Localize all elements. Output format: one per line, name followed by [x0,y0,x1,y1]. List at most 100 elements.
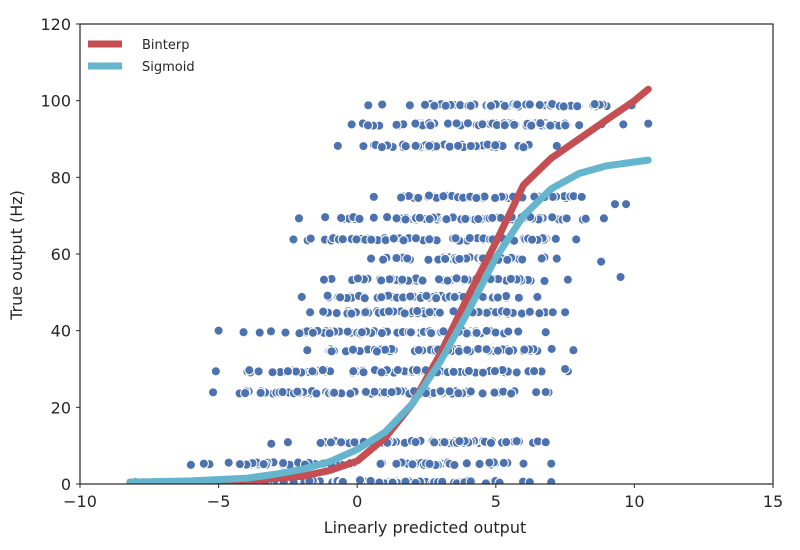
scatter-point [282,437,294,448]
scatter-point [315,437,326,449]
scatter-point [424,306,435,318]
scatter-point [387,477,398,484]
scatter-point [318,306,329,317]
scatter-point [360,307,371,318]
scatter-point [511,436,522,447]
scatter-point [643,118,654,129]
scatter-point [348,366,359,377]
scatter-point [277,386,288,398]
scatter-point [618,119,629,130]
scatter-point [421,290,432,302]
plot-frame [79,23,774,485]
scatter-point [234,458,246,470]
plot-area: −10 −5 0 5 10 15 0 20 40 60 80 100 120 Binterp Sigmoid [40,15,783,511]
scatter-point [524,99,535,110]
scatter-point [376,275,387,286]
scatter-point [513,326,524,337]
scatter-point [365,475,376,484]
scatter-point [302,345,313,356]
scatter-point [431,293,442,304]
scatter-point [213,325,224,336]
scatter-point [365,253,377,264]
scatter-point [571,234,582,245]
scatter-point [433,274,445,285]
scatter-point [412,305,423,317]
scatter-point [244,365,255,376]
scatter-point [360,386,372,398]
scatter-point [280,327,291,338]
scatter-point [347,344,359,355]
scatter-point [509,119,520,131]
scatter-point [337,234,348,245]
scatter-point [463,365,474,377]
scatter-point [454,436,465,447]
scatter-point [397,274,408,285]
scatter-point [505,273,517,285]
scatter-point [328,387,340,398]
scatter-point [517,254,528,265]
scatter-point [572,101,583,112]
scatter-point [423,190,435,201]
scatter-point [337,476,348,484]
scatter-point [609,199,621,210]
series-line-sigmoid [126,156,652,484]
scatter-point [359,293,370,304]
scatter-point [351,234,362,245]
scatter-point [489,192,501,204]
scatter-point [449,459,460,471]
scatter-point [376,367,387,378]
scatter-point [277,457,289,469]
scatter-point [405,291,416,302]
scatter-point [413,192,424,204]
scatter-point [325,437,337,448]
scatter-point [410,118,421,129]
scatter-point [540,327,551,338]
scatter-point [366,234,377,245]
scatter-point [307,327,319,338]
y-tick-label: 20 [51,398,71,417]
scatter-point [518,458,529,469]
scatter-point [304,307,316,318]
scatter-point [465,100,476,111]
scatter-point [368,212,379,223]
scatter-point [402,253,413,264]
scatter-point [547,307,558,318]
scatter-point [462,118,474,129]
scatter-point [559,363,571,375]
scatter-point [528,366,540,377]
legend-label-sigmoid: Sigmoid [142,60,195,75]
scatter-point [207,387,219,398]
scatter-point [380,235,391,246]
scatter-point [465,140,476,152]
scatter-point [492,292,503,303]
scatter-point [384,274,395,285]
scatter-point [451,118,462,129]
y-tick-label: 60 [51,245,71,264]
x-tick-label: −10 [63,492,97,511]
scatter-point [410,140,421,151]
scatter-point [331,307,342,319]
legend: Binterp Sigmoid [88,38,195,75]
scatter-point [471,327,482,339]
scatter-point [288,234,299,245]
scatter-point [481,344,492,355]
scatter-point [435,385,446,397]
scatter-point [454,253,465,265]
scatter-point [465,476,476,484]
scatter-point [413,344,424,356]
scatter-point [392,364,403,376]
scatter-point [502,254,513,265]
scatter-point [368,191,379,203]
scatter-point [317,364,328,376]
scatter-point [444,141,455,152]
scatter-point [530,386,542,398]
scatter-point [267,367,278,378]
scatter-point [551,253,562,264]
scatter-point [398,235,409,246]
scatter-point [383,306,395,317]
scatter-point [223,457,234,468]
scatter-point [439,437,450,448]
scatter-point [240,387,251,399]
scatter-point [405,327,417,338]
